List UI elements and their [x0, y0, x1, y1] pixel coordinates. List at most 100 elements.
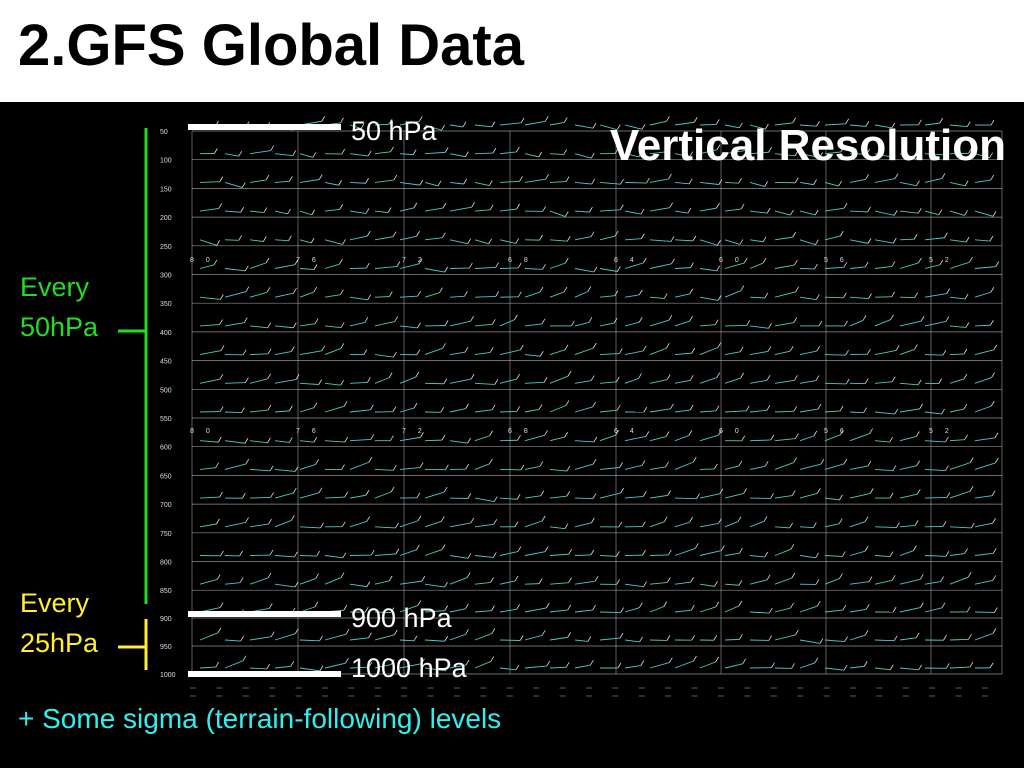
wind-barb [474, 463, 490, 470]
wind-barb [199, 324, 220, 327]
wind-barb-flag [764, 551, 769, 558]
wind-barb-flag [465, 659, 470, 666]
wind-barb-flag [990, 174, 995, 181]
wind-barb-flag [889, 492, 894, 499]
wind-barb [349, 296, 368, 301]
wind-barb-flag [717, 342, 722, 348]
wind-barb [799, 408, 819, 413]
wind-barb [949, 666, 970, 669]
wind-barb [699, 434, 719, 442]
wind-barb [874, 349, 897, 356]
wind-barb [274, 583, 296, 588]
wind-barb-flag [992, 575, 997, 581]
wind-barb [299, 382, 319, 385]
panel-top-label: 6 4 [614, 428, 639, 435]
wind-barb [749, 210, 768, 214]
wind-barb-flag [738, 460, 743, 467]
wind-barb-flag [417, 600, 422, 606]
wind-barb [424, 181, 439, 187]
wind-barb [799, 605, 818, 613]
wind-barb-flag [367, 150, 372, 157]
wind-barb-flag [894, 408, 899, 415]
wind-barb [624, 210, 642, 215]
wind-barb-flag [444, 320, 449, 326]
wind-barb-flag [863, 661, 868, 667]
wind-barb-flag [616, 376, 620, 382]
wind-barb-flag [269, 549, 274, 556]
wind-barb-flag [741, 435, 746, 441]
wind-barb [749, 296, 765, 299]
wind-barb-flag [919, 403, 923, 410]
wind-barb [249, 577, 269, 585]
wind-barb-flag [340, 572, 345, 578]
pressure-tick-label: 250 [160, 244, 172, 251]
wind-barb [774, 291, 796, 298]
wind-barb [524, 323, 542, 327]
wind-barb-flag [420, 432, 424, 438]
wind-barb-flag [912, 545, 917, 551]
wind-barb [649, 120, 667, 126]
panel-top-label: 5 2 [929, 257, 954, 264]
pressure-tick-label: 650 [160, 473, 172, 480]
wind-barb-flag [716, 144, 721, 150]
wind-barb-flag [216, 518, 220, 525]
wind-barb-flag [515, 238, 520, 244]
wind-barb [799, 380, 817, 384]
wind-barb [449, 153, 466, 158]
wind-barb-flag [618, 348, 623, 354]
wind-barb [949, 490, 971, 499]
wind-barb-flag [566, 465, 571, 472]
wind-barb-flag [538, 151, 543, 158]
wind-barb-flag [489, 430, 493, 436]
wind-barb-flag [839, 494, 843, 501]
wind-barb [574, 347, 594, 356]
wind-barb [349, 520, 367, 528]
wind-barb [549, 262, 566, 269]
wind-barb [299, 407, 315, 413]
wind-barb [899, 262, 919, 269]
wind-barb [774, 350, 791, 356]
wind-barb [624, 607, 640, 613]
wind-barb-flag [816, 345, 821, 352]
wind-barb-flag [494, 379, 499, 385]
wind-barb [324, 405, 345, 413]
wind-barb [649, 347, 667, 356]
wind-barb [524, 583, 540, 585]
wind-barb [299, 323, 316, 327]
wind-barb-flag [891, 261, 896, 267]
wind-barb-flag [969, 256, 973, 263]
wind-barb [474, 555, 494, 558]
wind-barb-flag [245, 377, 249, 383]
wind-barb [349, 321, 365, 327]
wind-barb [299, 492, 320, 499]
wind-barb [524, 153, 539, 158]
wind-barb [299, 291, 314, 298]
wind-barb-flag [869, 428, 873, 434]
wind-barb-flag [592, 401, 596, 408]
wind-barb-flag [689, 375, 694, 381]
wind-barb [474, 181, 490, 186]
wind-barb-flag [891, 291, 896, 297]
wind-barb-flag [838, 518, 843, 524]
wind-barb [699, 296, 719, 301]
wind-barb-flag [917, 379, 922, 386]
wind-barb [474, 409, 493, 413]
wind-barb [799, 181, 814, 186]
wind-barb [674, 521, 690, 528]
wind-barb [424, 207, 443, 212]
wind-barb [424, 521, 442, 528]
wind-barb-flag [892, 237, 897, 244]
diagram-subtitle: Vertical Resolution [610, 121, 1006, 170]
wind-barb [249, 667, 267, 670]
wind-barb-flag [370, 434, 375, 440]
wind-barb-flag [642, 345, 647, 352]
wind-barb [774, 153, 796, 157]
wind-barb-flag [638, 373, 642, 379]
wind-barb [274, 325, 294, 329]
wind-barb-flag [764, 181, 768, 187]
wind-barb-flag [219, 602, 224, 608]
wind-barb-flag [642, 549, 646, 556]
wind-barb-flag [639, 636, 643, 643]
wind-barb-flag [620, 179, 624, 185]
wind-barb [624, 153, 640, 158]
